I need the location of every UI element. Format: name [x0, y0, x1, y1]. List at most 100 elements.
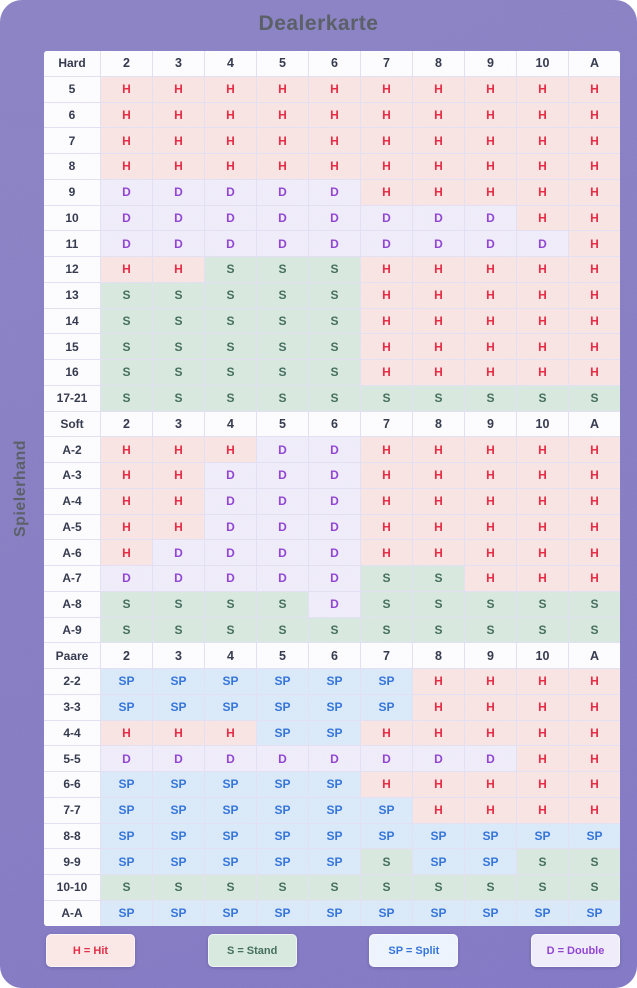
- strategy-cell: H: [153, 463, 204, 488]
- strategy-cell: H: [517, 463, 568, 488]
- strategy-cell: H: [569, 514, 620, 540]
- strategy-cell: S: [569, 849, 620, 874]
- section-header-label: Paare: [44, 643, 100, 668]
- strategy-cell: H: [205, 720, 256, 746]
- player-hand-row-label: 12: [44, 257, 100, 282]
- strategy-cell: H: [361, 179, 412, 205]
- strategy-cell: S: [153, 385, 204, 411]
- strategy-cell: D: [413, 205, 464, 231]
- strategy-cell: H: [569, 437, 620, 462]
- strategy-cell: SP: [153, 772, 204, 797]
- strategy-cell: D: [361, 231, 412, 256]
- strategy-cell: D: [205, 463, 256, 488]
- strategy-cell: H: [569, 540, 620, 565]
- strategy-cell: H: [205, 128, 256, 153]
- strategy-cell: SP: [205, 849, 256, 874]
- player-hand-row-label: 7: [44, 128, 100, 153]
- strategy-cell: H: [101, 257, 152, 282]
- dealer-card-header-cell: 9: [465, 51, 516, 76]
- strategy-cell: S: [569, 617, 620, 643]
- player-hand-row-label: A-2: [44, 437, 100, 462]
- page-title: Dealerkarte: [258, 12, 379, 35]
- strategy-cell: S: [309, 875, 360, 900]
- strategy-cell: H: [413, 128, 464, 153]
- strategy-cell: H: [205, 437, 256, 462]
- strategy-cell: H: [153, 154, 204, 179]
- legend-badge-h: H = Hit: [46, 934, 135, 967]
- strategy-cell: SP: [153, 823, 204, 849]
- strategy-cell: D: [153, 566, 204, 591]
- dealer-card-header-cell: 5: [257, 51, 308, 76]
- strategy-cell: S: [101, 617, 152, 643]
- strategy-cell: H: [361, 720, 412, 746]
- strategy-cell: H: [413, 154, 464, 179]
- strategy-cell: S: [309, 334, 360, 359]
- legend: H = Hit S = Stand SP = Split D = Double: [46, 934, 620, 967]
- strategy-cell: SP: [309, 720, 360, 746]
- strategy-cell: S: [153, 875, 204, 900]
- strategy-cell: S: [361, 875, 412, 900]
- strategy-cell: H: [517, 797, 568, 823]
- strategy-cell: H: [361, 128, 412, 153]
- strategy-cell: H: [361, 102, 412, 128]
- strategy-cell: S: [205, 385, 256, 411]
- strategy-cell: SP: [257, 823, 308, 849]
- strategy-cell: SP: [413, 849, 464, 874]
- strategy-cell: H: [101, 720, 152, 746]
- player-hand-row-label: A-6: [44, 540, 100, 565]
- strategy-cell: H: [361, 463, 412, 488]
- strategy-cell: S: [309, 617, 360, 643]
- strategy-cell: SP: [257, 900, 308, 926]
- strategy-cell: H: [569, 154, 620, 179]
- strategy-cell: H: [465, 669, 516, 694]
- dealer-card-header-cell: 5: [257, 411, 308, 437]
- strategy-cell: S: [413, 875, 464, 900]
- strategy-cell: H: [101, 463, 152, 488]
- player-hand-row-label: 5-5: [44, 746, 100, 771]
- player-hand-row-label: 10: [44, 205, 100, 231]
- strategy-cell: S: [257, 334, 308, 359]
- strategy-cell: H: [465, 282, 516, 308]
- strategy-cell: H: [569, 334, 620, 359]
- strategy-cell: H: [361, 488, 412, 514]
- strategy-cell: SP: [465, 849, 516, 874]
- strategy-cell: H: [413, 669, 464, 694]
- strategy-cell: S: [309, 360, 360, 385]
- strategy-cell: H: [569, 488, 620, 514]
- strategy-cell: S: [361, 849, 412, 874]
- strategy-cell: S: [101, 360, 152, 385]
- strategy-cell: SP: [413, 823, 464, 849]
- dealer-card-header-cell: 8: [413, 643, 464, 668]
- player-hand-axis-label: Spielerhand: [12, 439, 29, 538]
- strategy-cell: S: [101, 385, 152, 411]
- strategy-cell: D: [205, 488, 256, 514]
- strategy-cell: H: [413, 334, 464, 359]
- player-hand-row-label: 6: [44, 102, 100, 128]
- player-hand-row-label: 11: [44, 231, 100, 256]
- strategy-cell: D: [257, 746, 308, 771]
- player-hand-row-label: 3-3: [44, 694, 100, 720]
- strategy-cell: SP: [361, 797, 412, 823]
- strategy-cell: H: [517, 514, 568, 540]
- strategy-cell: H: [569, 257, 620, 282]
- strategy-cell: H: [465, 463, 516, 488]
- strategy-cell: H: [309, 76, 360, 102]
- strategy-cell: D: [465, 746, 516, 771]
- strategy-cell: D: [309, 463, 360, 488]
- strategy-cell: H: [569, 360, 620, 385]
- strategy-cell: S: [361, 617, 412, 643]
- strategy-cell: H: [465, 179, 516, 205]
- strategy-cell: H: [413, 694, 464, 720]
- strategy-cell: H: [569, 308, 620, 334]
- strategy-cell: H: [101, 128, 152, 153]
- strategy-cell: S: [309, 282, 360, 308]
- strategy-cell: SP: [465, 900, 516, 926]
- strategy-cell: S: [413, 566, 464, 591]
- strategy-cell: H: [569, 179, 620, 205]
- strategy-cell: SP: [309, 669, 360, 694]
- strategy-cell: SP: [569, 900, 620, 926]
- strategy-cell: H: [361, 154, 412, 179]
- strategy-cell: D: [361, 746, 412, 771]
- strategy-cell: SP: [205, 823, 256, 849]
- strategy-cell: H: [101, 76, 152, 102]
